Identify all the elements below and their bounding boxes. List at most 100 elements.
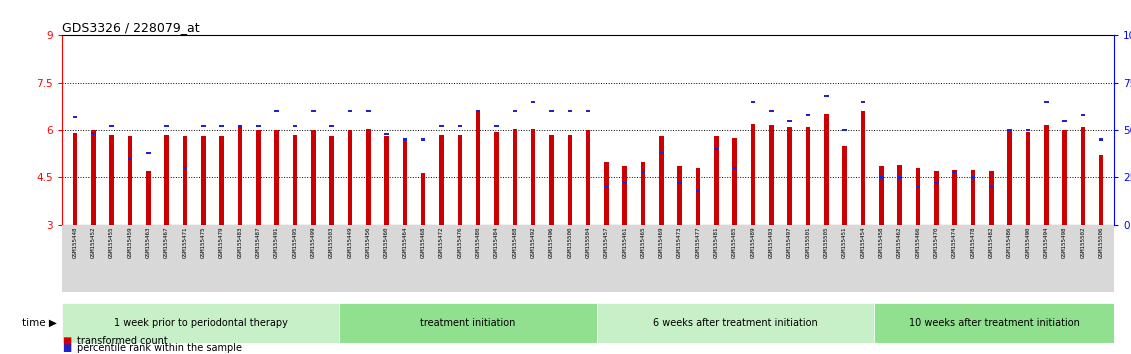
Bar [550,135,554,225]
Bar [476,110,481,112]
Bar [874,303,1114,343]
Bar [421,173,425,225]
Text: GSM155472: GSM155472 [439,227,444,258]
Bar [339,303,597,343]
Bar [677,166,682,225]
Text: ■: ■ [62,343,71,353]
Text: GSM155452: GSM155452 [90,227,96,258]
Bar [1044,125,1048,225]
Text: GSM155465: GSM155465 [640,227,646,258]
Text: GSM155482: GSM155482 [988,227,994,258]
Text: GSM155494: GSM155494 [1044,227,1048,258]
Text: GSM155455: GSM155455 [110,227,114,258]
Bar [238,125,242,127]
Bar [696,168,700,225]
Bar [916,168,921,225]
Text: transformed count: transformed count [77,336,167,346]
Bar [733,138,737,225]
Bar [934,182,939,184]
Text: GSM155461: GSM155461 [622,227,628,258]
Text: GSM155485: GSM155485 [732,227,737,258]
Bar [952,171,957,173]
Bar [110,135,114,225]
Bar [72,116,77,118]
Bar [586,110,590,112]
Bar [530,129,535,225]
Bar [1062,130,1067,225]
Text: ■: ■ [62,336,71,346]
Bar [439,125,443,127]
Bar [201,125,206,127]
Text: GSM155448: GSM155448 [72,227,78,258]
Text: GSM155456: GSM155456 [365,227,371,258]
Bar [988,186,993,188]
Bar [293,125,297,127]
Bar [970,176,975,178]
Bar [329,136,334,225]
Text: 10 weeks after treatment initiation: 10 weeks after treatment initiation [908,318,1079,328]
Bar [769,125,774,225]
Bar [256,130,260,225]
Text: GSM155478: GSM155478 [970,227,975,258]
Text: GSM155486: GSM155486 [1007,227,1012,258]
Text: 6 weeks after treatment initiation: 6 weeks after treatment initiation [654,318,818,328]
Text: percentile rank within the sample: percentile rank within the sample [77,343,242,353]
Bar [879,166,883,225]
Text: GSM155454: GSM155454 [861,227,865,258]
Bar [512,110,517,112]
Text: GSM155476: GSM155476 [457,227,463,258]
Bar [128,136,132,225]
Text: GSM155487: GSM155487 [256,227,261,258]
Text: GSM155451: GSM155451 [843,227,847,258]
Text: GSM155470: GSM155470 [934,227,939,258]
Bar [787,127,792,225]
Bar [494,132,499,225]
Text: GSM155490: GSM155490 [1026,227,1030,258]
Text: GSM155463: GSM155463 [146,227,150,258]
Bar [476,111,481,225]
Bar [458,135,463,225]
Bar [805,114,810,116]
Bar [568,135,572,225]
Bar [1044,101,1048,103]
Bar [183,136,188,225]
Bar [403,138,407,225]
Bar [622,166,627,225]
Bar [714,136,718,225]
Bar [897,176,901,178]
Bar [256,125,260,127]
Text: GSM155484: GSM155484 [494,227,499,258]
Bar [62,303,339,343]
Text: GSM155483: GSM155483 [238,227,242,258]
Text: GSM155474: GSM155474 [952,227,957,258]
Text: GSM155466: GSM155466 [915,227,921,258]
Bar [586,130,590,225]
Text: GSM155501: GSM155501 [805,227,811,258]
Bar [439,135,443,225]
Bar [934,171,939,225]
Bar [597,303,874,343]
Bar [843,146,847,225]
Bar [329,125,334,127]
Bar [238,127,242,225]
Bar [550,110,554,112]
Bar [714,148,718,150]
Bar [622,182,627,184]
Bar [110,125,114,127]
Text: GSM155502: GSM155502 [1080,227,1086,258]
Text: GSM155471: GSM155471 [182,227,188,258]
Bar [1080,127,1085,225]
Bar [988,171,993,225]
Bar [659,136,664,225]
Bar [1099,138,1104,141]
Bar [494,125,499,127]
Bar [604,186,608,188]
Text: GSM155495: GSM155495 [293,227,297,258]
Text: treatment initiation: treatment initiation [421,318,516,328]
Bar [512,129,517,225]
Text: GSM155477: GSM155477 [696,227,700,258]
Bar [275,110,279,112]
Text: GSM155489: GSM155489 [751,227,756,258]
Bar [92,130,96,225]
Text: GDS3326 / 228079_at: GDS3326 / 228079_at [62,21,200,34]
